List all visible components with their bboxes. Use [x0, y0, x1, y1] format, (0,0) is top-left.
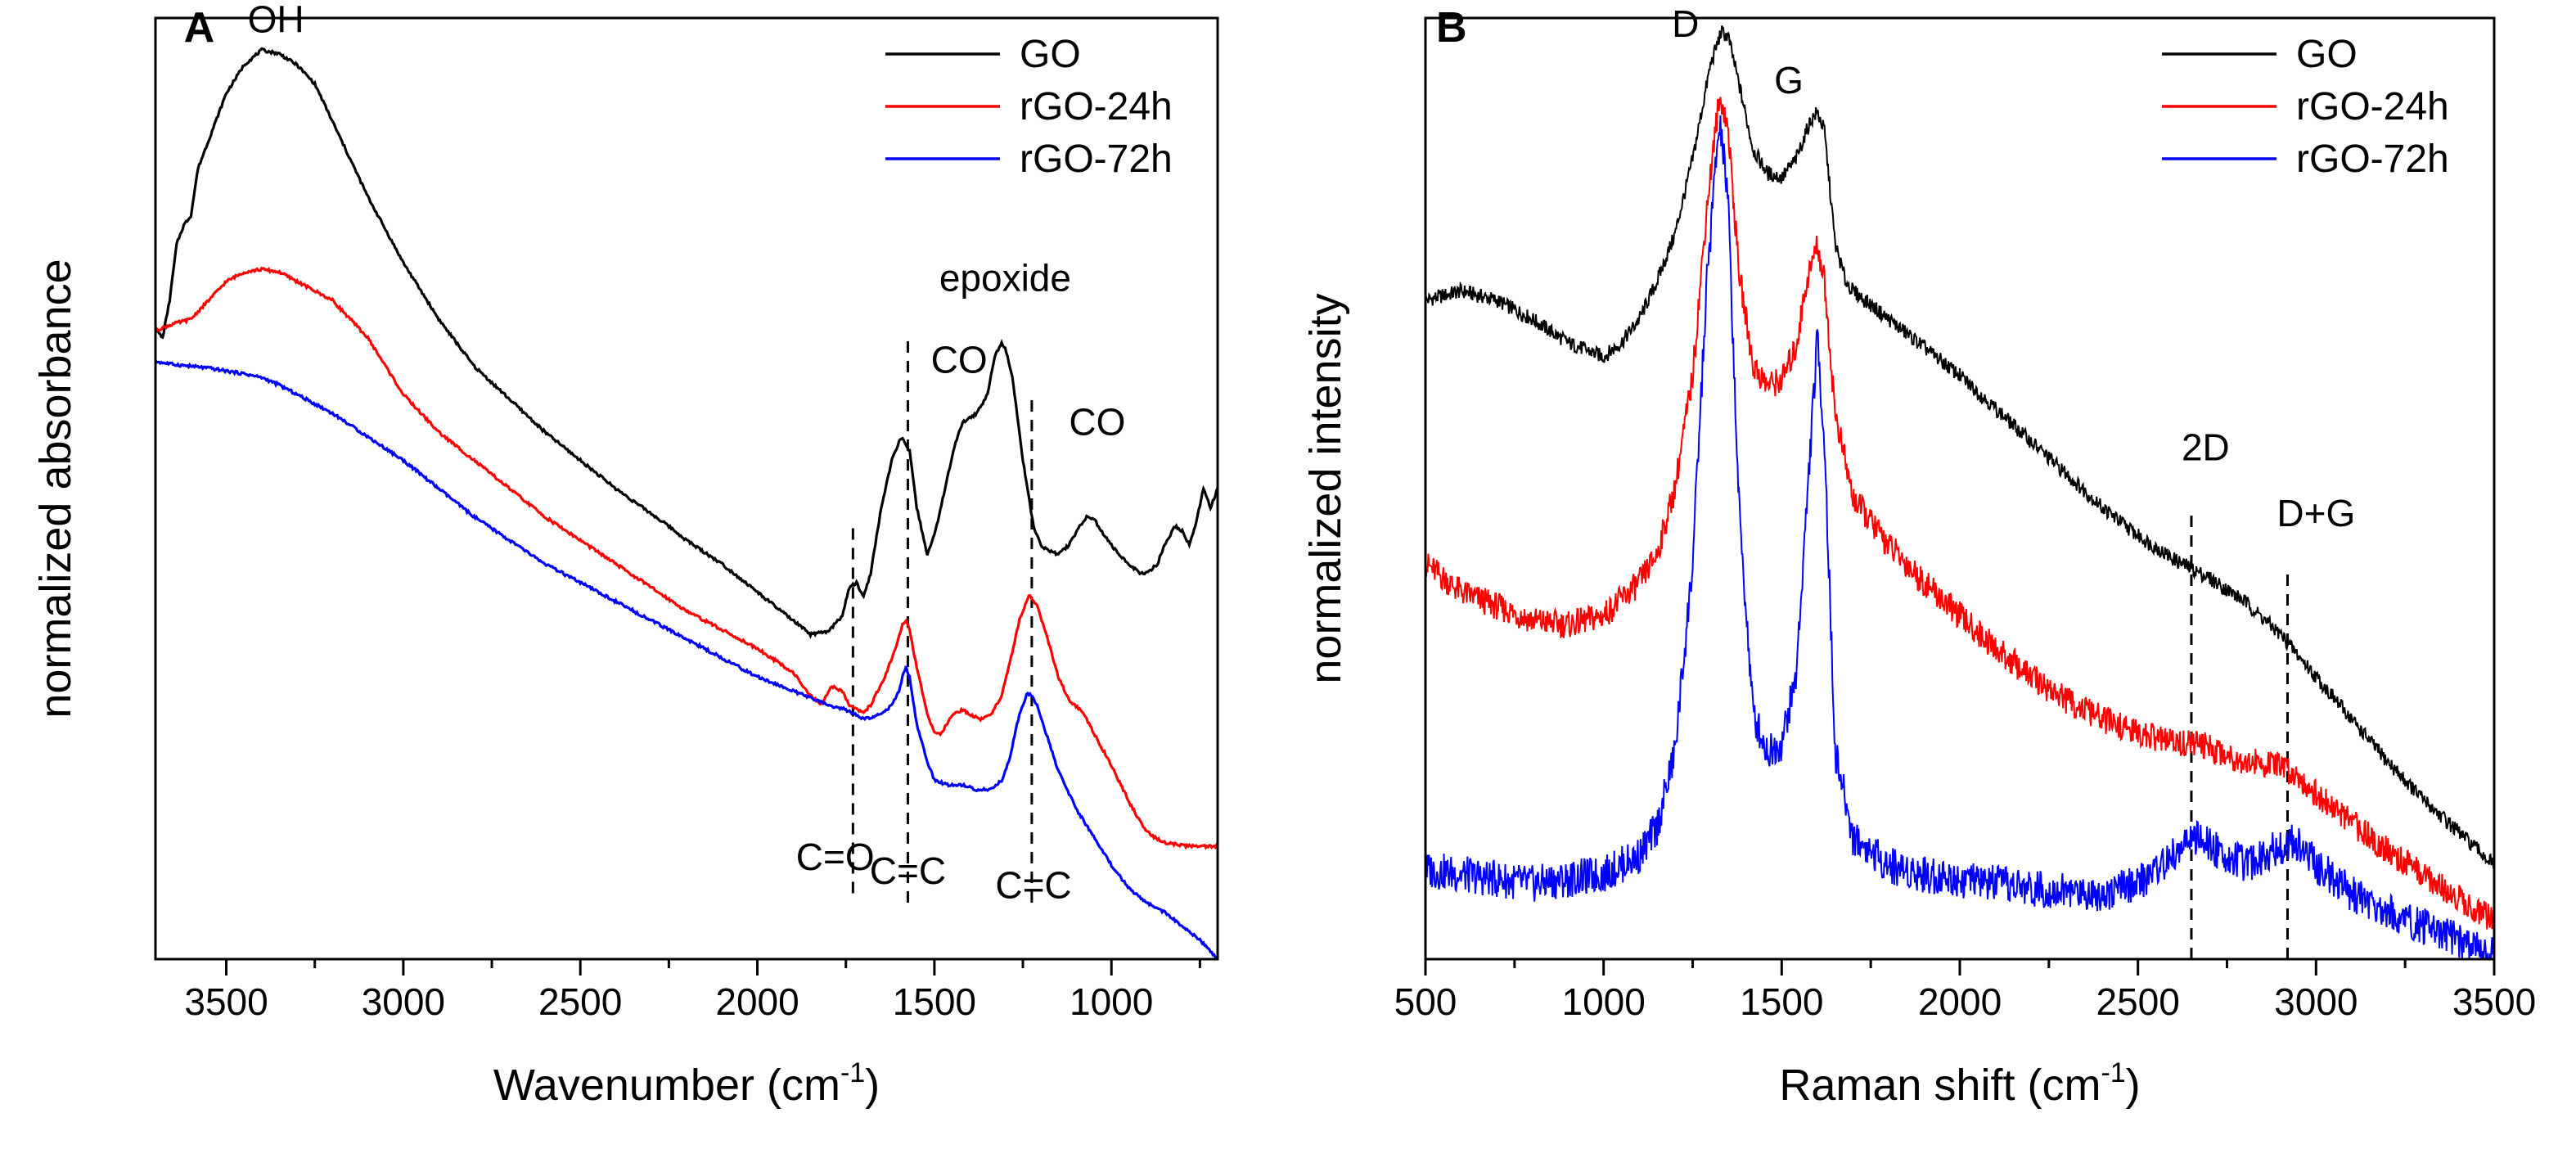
series-line-go	[1425, 25, 2494, 869]
panel-a: 3500 3000 2500 2000 1500 1000 Wavenumber (cm-1…	[31, 0, 1219, 1110]
legend-label: rGO-72h	[1020, 137, 1173, 181]
series-line-rgo-72h	[1425, 115, 2494, 959]
legend-label: GO	[1020, 33, 1081, 76]
peak-annotation: D+G	[2277, 492, 2355, 534]
legend-label: rGO-24h	[2296, 85, 2449, 128]
peak-annotation: OH	[248, 0, 304, 40]
x-tick-label: 2000	[1918, 980, 2002, 1023]
x-axis-label-close: )	[865, 1061, 880, 1110]
x-axis-label-text: Raman shift (cm	[1779, 1061, 2101, 1110]
peak-annotation: 2D	[2182, 426, 2230, 469]
x-axis-label-superscript: -1	[840, 1057, 865, 1088]
peak-annotation: epoxide	[939, 257, 1071, 300]
panel-letter: A	[184, 4, 215, 52]
peak-annotation: C=C	[995, 863, 1071, 906]
peak-annotation: C=O	[796, 836, 875, 878]
x-tick-label: 500	[1394, 980, 1457, 1023]
peak-annotation: CO	[931, 339, 988, 381]
x-axis-label-superscript: -1	[2101, 1057, 2125, 1088]
plot-frame	[154, 16, 1219, 961]
y-axis-label: normalized absorbance	[31, 259, 80, 718]
x-tick-label: 1500	[893, 980, 976, 1023]
peak-annotation: D	[1672, 2, 1699, 45]
x-axis-label: Raman shift (cm-1)	[1779, 1057, 2140, 1110]
peak-annotation: C=C	[870, 849, 946, 892]
y-axis-label: normalized intensity	[1301, 293, 1350, 683]
x-axis-label-text: Wavenumber (cm	[493, 1061, 840, 1110]
x-tick-label: 2500	[538, 980, 622, 1023]
x-tick-label: 1000	[1561, 980, 1645, 1023]
x-tick-label: 2000	[715, 980, 799, 1023]
x-tick-label: 1000	[1070, 980, 1153, 1023]
series-line-rgo-72h	[155, 359, 1218, 959]
x-axis-label: Wavenumber (cm-1)	[493, 1057, 880, 1110]
legend-label: GO	[2296, 33, 2358, 76]
x-tick-label: 3000	[2274, 980, 2358, 1023]
series-line-rgo-24h	[1425, 97, 2494, 930]
x-tick-label: 3500	[2452, 980, 2536, 1023]
peak-annotation: G	[1774, 59, 1804, 101]
legend-label: rGO-24h	[1020, 85, 1173, 128]
panel-letter: B	[1436, 4, 1467, 52]
series-line-go	[155, 47, 1218, 640]
x-tick-label: 3000	[362, 980, 445, 1023]
x-tick-label: 3500	[184, 980, 268, 1023]
x-axis-label-close: )	[2126, 1061, 2141, 1110]
panel-b: 500 1000 1500 2000 2500 3000 3500 Raman shift (…	[1301, 2, 2536, 1110]
legend-label: rGO-72h	[2296, 137, 2449, 181]
series-line-rgo-24h	[155, 266, 1218, 850]
peak-annotation: CO	[1069, 400, 1125, 443]
x-tick-label: 2500	[2096, 980, 2179, 1023]
x-tick-label: 1500	[1740, 980, 1823, 1023]
